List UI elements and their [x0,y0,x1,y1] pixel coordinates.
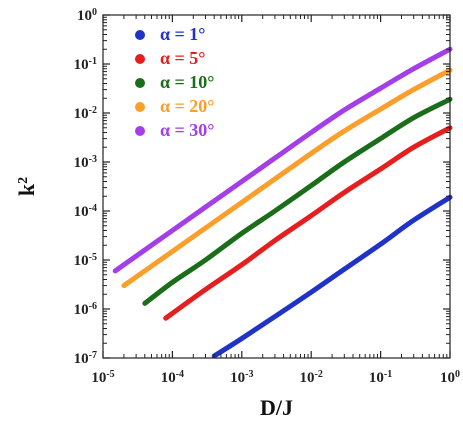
legend-marker [135,126,145,136]
y-tick-label: 10-2 [74,105,97,123]
y-tick-label-exp: -3 [89,154,97,165]
x-tick-label-base: 10 [440,370,455,386]
y-tick-label-exp: -4 [89,203,97,214]
legend-entry-label: α = 10° [160,72,215,92]
y-tick-label-exp: -6 [89,301,97,312]
x-tick-label-exp: -3 [245,369,253,380]
series-line [163,125,453,321]
y-tick-label: 100 [77,7,97,25]
x-axis-title: D/J [260,395,293,420]
series-line [112,46,453,274]
y-axis-title-base: k [14,183,39,196]
x-tick-label-base: 10 [91,370,106,386]
y-tick-label-base: 10 [74,253,89,269]
y-tick-label-exp: -7 [89,350,97,361]
series-layer [112,46,453,359]
x-tick-label-exp: -5 [106,369,114,380]
y-axis-title: k2 [14,177,39,196]
x-tick-label-exp: -2 [315,369,323,380]
y-tick-label: 10-1 [74,56,97,74]
y-tick-label-base: 10 [74,204,89,220]
legend: α = 1° α = 5° α = 10° α = 20° α = 30° [135,24,215,140]
y-tick-label-base: 10 [74,57,89,73]
y-tick-label: 10-6 [74,301,97,319]
x-tick-label: 10-1 [369,369,392,387]
legend-marker [135,102,145,112]
y-tick-label-exp: -2 [89,105,97,116]
y-tick-label: 10-3 [74,154,97,172]
x-tick-label-base: 10 [369,370,384,386]
series-line [211,194,453,359]
y-tick-label-base: 10 [74,106,89,122]
x-tick-label: 10-3 [230,369,253,387]
ticks-layer [102,14,451,359]
legend-marker [135,54,145,64]
y-tick-label-exp: 0 [92,7,97,18]
x-tick-labels: 10-5 10-4 10-3 10-2 10-1 100 [91,369,460,387]
x-tick-label: 10-4 [161,369,184,387]
y-tick-label-exp: -1 [89,56,97,67]
x-tick-label: 100 [440,369,460,387]
y-axis-title-exp: 2 [16,177,31,184]
legend-entry-label: α = 1° [160,24,206,44]
legend-marker [135,30,145,40]
legend-entry-label: α = 30° [160,120,215,140]
x-tick-label: 10-2 [300,369,323,387]
y-tick-label: 10-7 [74,350,97,368]
y-tick-label-base: 10 [77,8,92,24]
x-tick-label-base: 10 [300,370,315,386]
y-tick-label-base: 10 [74,351,89,367]
x-tick-label: 10-5 [91,369,114,387]
series-line [121,67,453,289]
legend-entry-label: α = 20° [160,96,215,116]
y-tick-label-base: 10 [74,302,89,318]
y-tick-label: 10-4 [74,203,97,221]
plot-frame [102,14,451,359]
series-line [142,96,453,306]
legend-marker [135,78,145,88]
x-tick-label-exp: 0 [455,369,460,380]
legend-entry-label: α = 5° [160,48,206,68]
y-tick-label: 10-5 [74,252,97,270]
x-tick-label-base: 10 [161,370,176,386]
y-tick-label-base: 10 [74,155,89,171]
x-tick-label-exp: -4 [176,369,184,380]
x-tick-label-base: 10 [230,370,245,386]
y-tick-label-exp: -5 [89,252,97,263]
x-tick-label-exp: -1 [384,369,392,380]
